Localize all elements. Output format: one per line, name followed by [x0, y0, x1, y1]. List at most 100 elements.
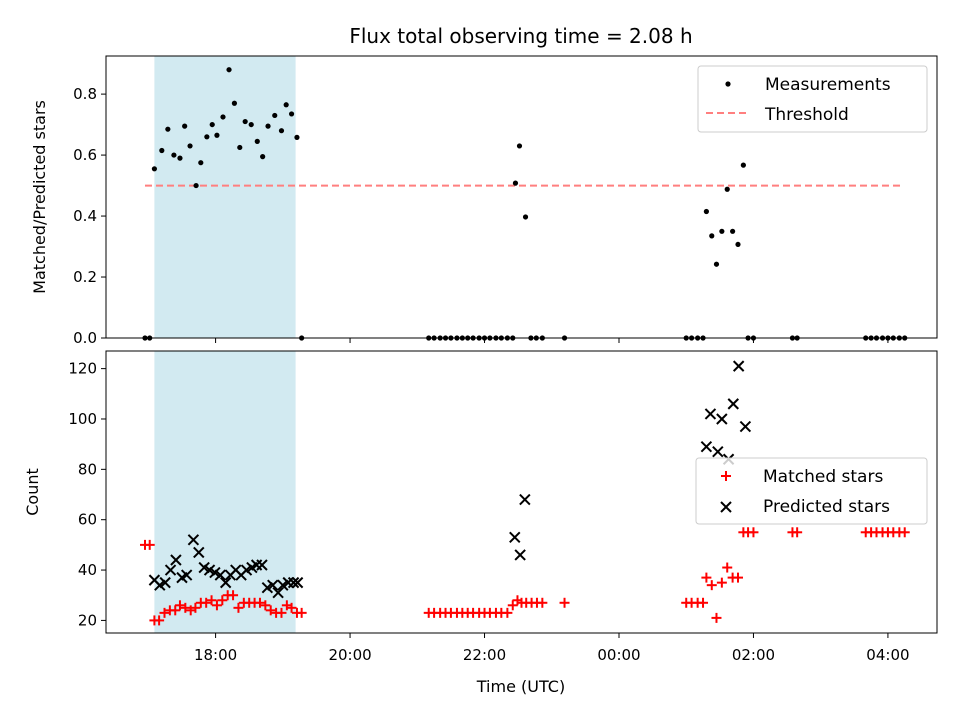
measurement-point: [730, 228, 736, 234]
matched-star-point: [899, 527, 910, 538]
bottom-legend-box: [695, 457, 928, 525]
measurement-point: [713, 261, 720, 267]
top-y-tick-label: 0.0: [73, 329, 97, 347]
measurement-point: [198, 160, 204, 166]
matched-star-point: [792, 527, 803, 538]
matched-star-point: [698, 597, 709, 608]
legend-predicted-cross: [720, 501, 732, 513]
matched-star-point: [159, 607, 170, 618]
top-y-tick-label: 0.8: [73, 85, 97, 103]
matched-star-point: [206, 595, 217, 606]
legend-threshold-label: Threshold: [764, 105, 849, 125]
measurement-point: [288, 111, 295, 117]
predicted-star-point: [739, 420, 752, 433]
predicted-star-point: [187, 534, 200, 546]
measurement-point: [278, 128, 285, 134]
x-axis-label: Time (UTC): [476, 677, 565, 696]
matched-star-point: [228, 590, 239, 601]
top-axes: 0.00.20.40.60.8 Matched/Predicted stars …: [30, 55, 938, 347]
legend-matched-plus: [721, 471, 731, 481]
bottom-x-tick-label: 04:00: [866, 646, 909, 664]
bottom-legend: Matched stars Predicted stars: [695, 457, 928, 525]
predicted-star-point: [193, 546, 205, 559]
top-y-ticks: 0.0 0.2 0.4 0.6 0.8: [73, 85, 106, 347]
legend-matched-label: Matched stars: [763, 467, 883, 487]
measurement-point: [242, 118, 248, 125]
predicted-star-point: [732, 360, 745, 372]
measurement-point: [272, 112, 278, 119]
predicted-star-point: [287, 576, 300, 589]
matched-star-point: [748, 527, 759, 538]
bottom-highlight-span: [154, 351, 296, 633]
top-axes-frame: [105, 55, 938, 339]
measurement-point: [209, 121, 215, 128]
matched-star-point: [296, 607, 307, 618]
matched-star-point: [144, 539, 155, 550]
measurement-point: [226, 67, 232, 73]
predicted-star-point: [256, 559, 268, 571]
measurement-point: [283, 102, 289, 108]
bottom-axes: 20 40 60 80 100 120 18:00 20:00 22:00 00:00 02:00…: [23, 350, 938, 696]
predicted-star-point: [214, 569, 227, 581]
predicted-star-point: [509, 531, 521, 544]
top-y-axis-label: Matched/Predicted stars: [30, 100, 49, 294]
top-y-tick-label: 0.6: [73, 146, 97, 164]
bottom-x-ticks: 18:00 20:00 22:00 00:00 02:00 04:00: [194, 633, 910, 664]
matched-star-point: [254, 597, 265, 608]
bottom-y-axis-label: Count: [23, 468, 42, 516]
measurement-point: [254, 138, 260, 144]
matched-star-point: [537, 597, 548, 608]
bottom-x-tick-label: 00:00: [597, 646, 640, 664]
matched-star-point: [180, 602, 191, 613]
matched-star-point: [716, 577, 727, 588]
matched-star-point: [732, 572, 743, 583]
bottom-y-tick-label: 60: [78, 511, 97, 529]
top-legend-box: [697, 65, 928, 133]
matched-star-point: [711, 612, 722, 623]
measurement-point: [214, 132, 220, 138]
bottom-axes-frame: [105, 350, 938, 634]
bottom-y-tick-label: 20: [78, 611, 97, 629]
bottom-y-ticks: 20 40 60 80 100 120: [68, 360, 106, 629]
predicted-star-point: [219, 576, 232, 589]
matched-star-point: [502, 607, 513, 618]
measurement-point: [177, 155, 183, 161]
bottom-x-tick-label: 20:00: [328, 646, 371, 664]
matched-star-point: [190, 602, 201, 613]
measurement-point: [165, 126, 171, 132]
bottom-x-tick-label: 02:00: [732, 646, 775, 664]
top-legend: Measurements Threshold: [697, 65, 928, 133]
measurement-point: [237, 144, 243, 151]
predicted-star-point: [291, 576, 304, 589]
matched-star-point: [211, 600, 222, 611]
matched-star-point: [722, 562, 733, 573]
bottom-y-tick-label: 100: [68, 410, 97, 428]
measurement-point: [265, 123, 271, 129]
predicted-star-point: [159, 576, 171, 589]
matched-star-point: [174, 600, 185, 611]
predicted-star-point: [180, 569, 193, 581]
legend-matched-marker: [721, 471, 731, 481]
matched-star-point: [233, 602, 244, 613]
measurement-point: [740, 162, 746, 168]
matched-star-point: [260, 600, 271, 611]
matched-star-point: [276, 607, 287, 618]
predicted-star-point: [712, 446, 724, 458]
matched-star-point: [170, 605, 181, 616]
legend-predicted-marker: [720, 501, 732, 513]
measurement-point: [171, 152, 177, 158]
predicted-star-point: [704, 408, 717, 420]
measurement-point: [735, 241, 741, 248]
measurement-point: [204, 134, 210, 140]
predicted-star-point: [716, 413, 728, 425]
matched-star-point: [217, 595, 228, 606]
measurement-points: [142, 67, 908, 341]
matched-star-point: [701, 572, 712, 583]
measurement-point: [248, 121, 254, 128]
matched-star-point: [559, 597, 570, 608]
measurement-point: [709, 233, 715, 239]
measurement-point: [703, 208, 709, 215]
matched-star-point: [706, 580, 717, 591]
predicted-star-point: [519, 493, 531, 506]
